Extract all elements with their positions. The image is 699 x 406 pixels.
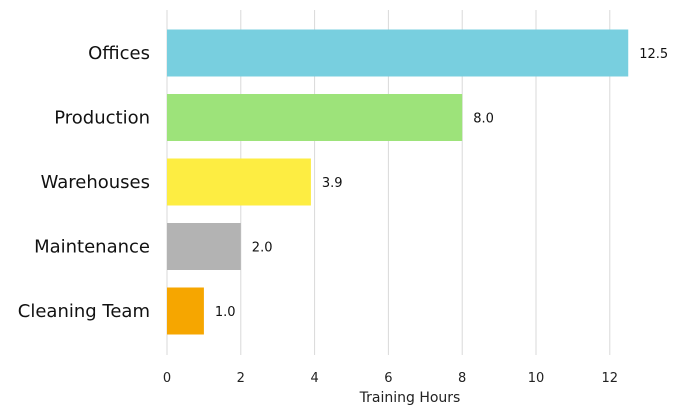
- value-label: 8.0: [473, 112, 494, 127]
- value-label: 1.0: [215, 305, 236, 320]
- x-tick-label: 12: [602, 371, 619, 386]
- value-label: 2.0: [252, 241, 273, 256]
- x-tick-label: 6: [384, 371, 392, 386]
- x-tick-labels: 0 2 4 6 8 10 12: [163, 371, 618, 386]
- x-tick-label: 8: [458, 371, 466, 386]
- x-tick-label: 10: [528, 371, 545, 386]
- bar-offices: [167, 29, 629, 77]
- category-label: Production: [54, 108, 150, 129]
- bar-production: [167, 94, 463, 141]
- value-label: 3.9: [322, 176, 343, 191]
- value-labels: 12.5 8.0 3.9 2.0 1.0: [215, 47, 668, 320]
- bars: [167, 29, 629, 335]
- value-label: 12.5: [639, 47, 668, 62]
- bar-maintenance: [167, 223, 241, 270]
- x-tick-label: 4: [310, 371, 318, 386]
- category-label: Warehouses: [41, 172, 150, 193]
- x-tick-label: 2: [237, 371, 245, 386]
- category-label: Offices: [88, 43, 150, 64]
- x-axis-title: Training Hours: [359, 390, 461, 406]
- category-labels: Offices Production Warehouses Maintenance Cl…: [18, 43, 150, 322]
- x-tick-label: 0: [163, 371, 171, 386]
- category-label: Maintenance: [34, 237, 150, 258]
- category-label: Cleaning Team: [18, 301, 150, 322]
- bar-cleaning-team: [167, 287, 204, 335]
- bar-warehouses: [167, 158, 311, 206]
